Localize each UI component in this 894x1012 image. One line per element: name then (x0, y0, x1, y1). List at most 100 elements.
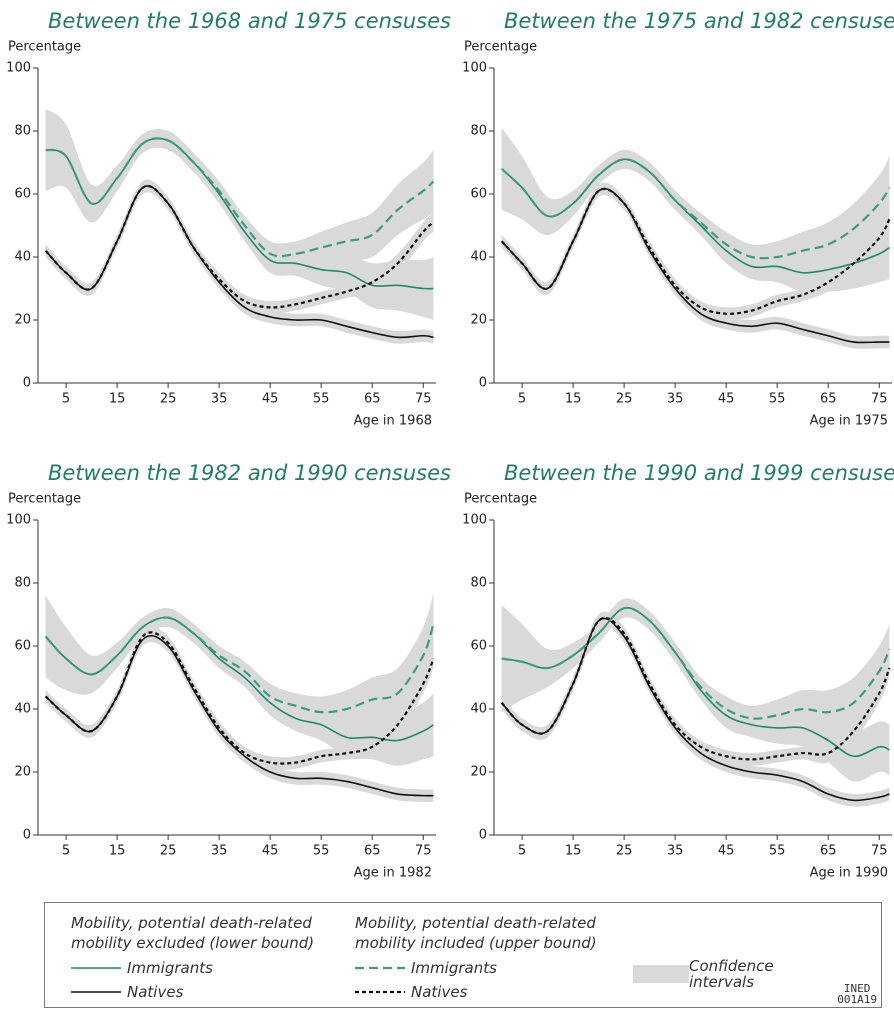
legend-entry: Natives (355, 983, 467, 1001)
panel: Between the 1990 and 1999 censuses Percen… (462, 461, 894, 881)
y-tick-label: 20 (14, 313, 31, 328)
panel: Between the 1982 and 1990 censuses Percen… (6, 461, 451, 881)
x-tick-label: 55 (769, 844, 786, 859)
x-tick-label: 15 (109, 844, 126, 859)
y-tick-label: 40 (470, 250, 487, 265)
series-line (501, 607, 890, 758)
y-tick-label: 60 (14, 187, 31, 202)
y-tick-label: 80 (14, 124, 31, 139)
y-tick-label: 40 (14, 702, 31, 717)
charts: Between the 1968 and 1975 censuses Percen… (6, 9, 894, 881)
x-axis-label: Age in 1975 (810, 414, 888, 429)
x-tick-label: 15 (565, 392, 582, 407)
series-line (500, 187, 891, 315)
x-tick-label: 45 (262, 844, 279, 859)
x-tick-label: 5 (62, 392, 70, 407)
y-tick-label: 100 (6, 61, 31, 76)
y-tick-label: 80 (14, 576, 31, 591)
series-line (44, 616, 435, 714)
legend: Mobility, potential death-related mobili… (44, 902, 882, 1008)
panel: Between the 1975 and 1982 censuses Percen… (462, 9, 894, 429)
y-tick-label: 20 (14, 765, 31, 780)
series-line (501, 187, 890, 344)
confidence-band (45, 108, 434, 269)
panel: Between the 1968 and 1975 censuses Percen… (6, 9, 451, 429)
series-line (501, 606, 891, 720)
x-tick-label: 65 (820, 844, 837, 859)
legend-entry: Immigrants (71, 959, 213, 977)
y-tick-label: 100 (462, 61, 487, 76)
legend-ci-swatch (633, 965, 689, 983)
series-line (45, 616, 434, 742)
series-line (500, 158, 891, 260)
legend-heading: Mobility, potential death-related mobili… (355, 914, 597, 952)
x-tick-label: 65 (364, 844, 381, 859)
x-tick-label: 75 (415, 392, 432, 407)
legend-entry: Immigrants (355, 959, 497, 977)
y-tick-label: 60 (14, 639, 31, 654)
x-tick-label: 35 (211, 392, 228, 407)
chart-title: Between the 1968 and 1975 censuses (48, 9, 451, 33)
legend-swatch (355, 990, 405, 994)
x-tick-label: 15 (565, 844, 582, 859)
legend-entry: Natives (71, 983, 183, 1001)
y-axis-label: Percentage (8, 492, 81, 507)
x-tick-label: 55 (769, 392, 786, 407)
x-tick-label: 75 (871, 392, 888, 407)
chart-title: Between the 1990 and 1999 censuses (504, 461, 894, 485)
y-tick-label: 100 (462, 513, 487, 528)
x-tick-label: 25 (616, 844, 633, 859)
code-line: 001A19 (837, 993, 877, 1006)
x-tick-label: 35 (211, 844, 228, 859)
chart-title: Between the 1975 and 1982 censuses (504, 9, 894, 33)
y-tick-label: 0 (479, 828, 487, 843)
legend-swatch (71, 991, 121, 993)
legend-ci-label: Confidence intervals (689, 957, 774, 991)
x-tick-label: 35 (667, 392, 684, 407)
y-axis-label: Percentage (8, 40, 81, 55)
x-tick-label: 5 (518, 392, 526, 407)
legend-heading: Mobility, potential death-related mobili… (71, 914, 315, 952)
series-line (500, 616, 891, 761)
series-line (44, 185, 435, 309)
y-tick-label: 40 (14, 250, 31, 265)
legend-swatch (71, 967, 121, 969)
x-tick-label: 75 (871, 844, 888, 859)
x-tick-label: 25 (616, 392, 633, 407)
confidence-band (45, 592, 434, 729)
x-tick-label: 5 (62, 844, 70, 859)
x-tick-label: 25 (160, 392, 177, 407)
x-tick-label: 45 (718, 844, 735, 859)
x-tick-label: 55 (313, 844, 330, 859)
x-tick-label: 75 (415, 844, 432, 859)
legend-label: Natives (127, 983, 184, 1001)
y-tick-label: 60 (470, 639, 487, 654)
x-tick-label: 15 (109, 392, 126, 407)
y-tick-label: 20 (470, 313, 487, 328)
x-axis-label: Age in 1990 (810, 866, 888, 881)
x-tick-label: 45 (262, 392, 279, 407)
x-tick-label: 55 (313, 392, 330, 407)
x-axis-label: Age in 1968 (354, 414, 432, 429)
legend-label: Immigrants (411, 959, 497, 977)
y-tick-label: 100 (6, 513, 31, 528)
y-tick-label: 40 (470, 702, 487, 717)
x-tick-label: 65 (820, 392, 837, 407)
chart-title: Between the 1982 and 1990 censuses (48, 461, 451, 485)
x-tick-label: 5 (518, 844, 526, 859)
x-tick-label: 45 (718, 392, 735, 407)
confidence-band (501, 182, 890, 349)
code-line: INED (843, 982, 871, 995)
y-tick-label: 0 (23, 828, 31, 843)
series-line (45, 137, 435, 258)
code: INED 001A19 (837, 983, 877, 1005)
y-tick-label: 0 (23, 376, 31, 391)
legend-swatch (355, 966, 405, 970)
y-tick-label: 20 (470, 765, 487, 780)
y-tick-label: 60 (470, 187, 487, 202)
y-tick-label: 80 (470, 124, 487, 139)
legend-label: Immigrants (127, 959, 213, 977)
x-tick-label: 35 (667, 844, 684, 859)
y-axis-label: Percentage (464, 40, 537, 55)
y-tick-label: 0 (479, 376, 487, 391)
